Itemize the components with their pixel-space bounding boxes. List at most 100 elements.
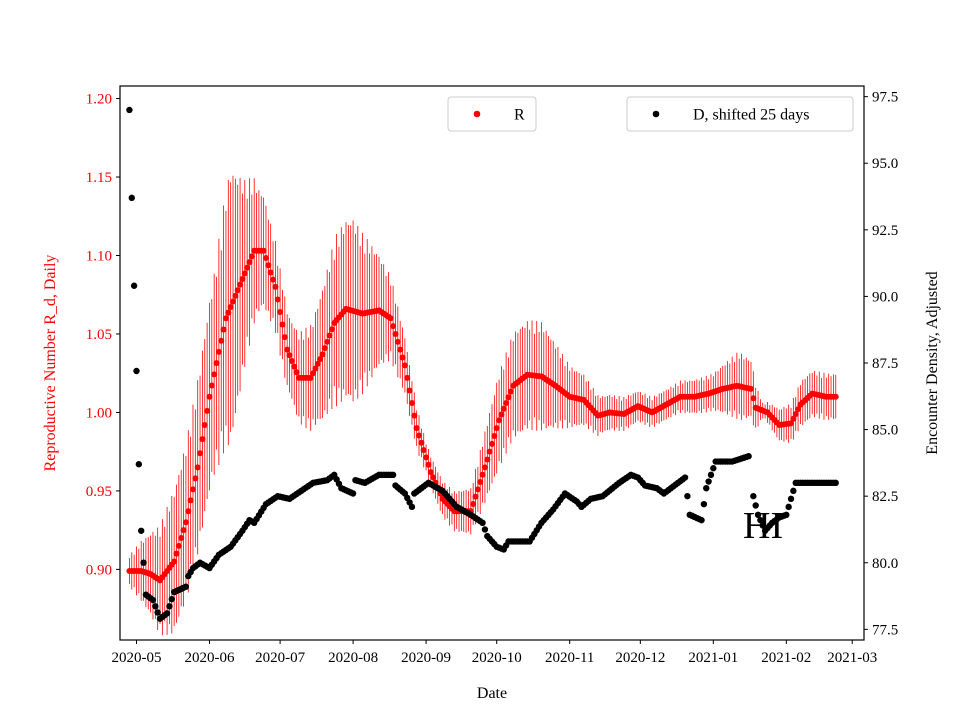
d-point-245 — [703, 484, 710, 492]
d-point-267 — [754, 511, 762, 519]
d-point-281 — [787, 495, 795, 503]
r-point-25 — [185, 508, 192, 515]
r-point-40 — [220, 326, 227, 333]
r-point-71 — [293, 369, 300, 376]
r-point-59 — [265, 262, 272, 269]
legend-r-box — [447, 96, 537, 132]
r-point-22 — [178, 534, 185, 541]
r-point-121 — [411, 412, 418, 419]
d-point-268 — [757, 516, 764, 524]
d-point-1 — [128, 194, 135, 202]
r-point-122 — [413, 425, 420, 432]
y-right-tick-label-3: 85.0 — [872, 423, 898, 439]
legend-r-label: R — [514, 107, 525, 124]
r-point-152 — [484, 456, 491, 463]
region-annotation: HI — [743, 505, 783, 547]
r-point-154 — [489, 440, 495, 447]
r-point-125 — [420, 447, 427, 454]
r-point-283 — [792, 411, 799, 418]
r-point-117 — [401, 362, 408, 369]
r-point-43 — [227, 304, 234, 311]
r-point-83 — [321, 345, 328, 352]
d-point-269 — [759, 522, 766, 529]
r-point-158 — [498, 411, 505, 418]
r-point-129 — [430, 474, 437, 481]
d-point-0 — [126, 106, 133, 114]
d-point-150 — [479, 519, 486, 527]
d-point-248 — [710, 465, 717, 472]
d-point-266 — [752, 502, 759, 509]
d-point-18 — [168, 595, 175, 603]
r-point-30 — [197, 450, 204, 457]
y-axis-left: 0.90 0.95 1.00 1.05 1.10 1.15 1.20 — [86, 92, 120, 578]
r-point-57 — [260, 247, 267, 254]
y-right-tick-label-1: 80.0 — [872, 556, 898, 572]
r-point-119 — [406, 387, 413, 394]
d-point-244 — [700, 500, 708, 508]
d-point-236 — [681, 474, 689, 481]
d-point-6 — [140, 559, 147, 566]
legend-r: R — [447, 96, 537, 132]
y-left-tick-label-0: 0.90 — [86, 562, 112, 578]
r-point-27 — [189, 486, 196, 493]
r-point-39 — [218, 337, 225, 344]
d-point-265 — [750, 492, 757, 500]
d-point-12 — [154, 609, 161, 616]
r-point-58 — [262, 255, 269, 262]
y-right-tick-label-5: 90.0 — [872, 289, 898, 305]
x-tick-label-6: 2020-11 — [545, 650, 594, 666]
d-point-17 — [166, 603, 173, 610]
x-tick-label-10: 2021-03 — [827, 650, 877, 666]
y-left-tick-label-6: 1.20 — [86, 92, 112, 108]
d-point-243 — [698, 516, 705, 524]
y-left-tick-label-5: 1.15 — [86, 170, 112, 186]
d-point-247 — [707, 471, 715, 479]
legend-d-marker — [652, 110, 660, 118]
r-point-123 — [416, 432, 423, 439]
d-point-3 — [133, 367, 140, 375]
y-axis-left-label: Reproductive Number R_d, Daily — [42, 255, 59, 472]
r-point-126 — [423, 454, 430, 461]
r-point-80 — [314, 360, 321, 367]
r-point-114 — [394, 338, 401, 345]
d-point-112 — [389, 471, 397, 479]
r-point-38 — [215, 348, 222, 355]
r-point-281 — [788, 420, 795, 427]
r-point-156 — [493, 425, 500, 432]
x-tick-label-2: 2020-07 — [255, 650, 305, 666]
r-point-36 — [211, 371, 218, 378]
r-point-127 — [425, 461, 432, 468]
r-point-66 — [281, 334, 288, 341]
r-point-69 — [288, 357, 295, 364]
r-point-118 — [404, 374, 411, 381]
r-point-157 — [496, 417, 503, 424]
r-point-70 — [291, 363, 298, 370]
d-point-280 — [785, 503, 792, 511]
r-point-85 — [326, 332, 333, 339]
y-right-tick-label-2: 82.5 — [872, 489, 898, 505]
d-point-237 — [684, 492, 691, 500]
x-tick-label-7: 2020-12 — [615, 650, 665, 666]
y-left-tick-label-3: 1.05 — [86, 327, 112, 343]
r-point-284 — [795, 406, 802, 413]
r-point-153 — [486, 448, 493, 455]
r-point-37 — [213, 360, 220, 367]
r-series-points — [126, 247, 839, 584]
r-point-50 — [244, 264, 251, 271]
x-tick-label-4: 2020-09 — [401, 650, 451, 666]
r-point-146 — [470, 500, 477, 507]
x-axis: 2020-05 2020-06 2020-07 2020-08 2020-09 2020-… — [111, 640, 877, 666]
r-point-155 — [491, 432, 498, 439]
r-point-81 — [317, 356, 324, 363]
r-point-42 — [225, 309, 232, 316]
r-point-116 — [399, 354, 406, 361]
d-point-263 — [745, 453, 752, 460]
r-point-84 — [324, 338, 331, 345]
y-left-tick-label-1: 0.95 — [86, 484, 112, 500]
r-point-29 — [194, 464, 201, 471]
y-right-tick-label-4: 87.5 — [872, 356, 898, 372]
r-point-33 — [204, 407, 211, 414]
r-point-19 — [171, 558, 178, 565]
r-point-78 — [310, 370, 317, 377]
